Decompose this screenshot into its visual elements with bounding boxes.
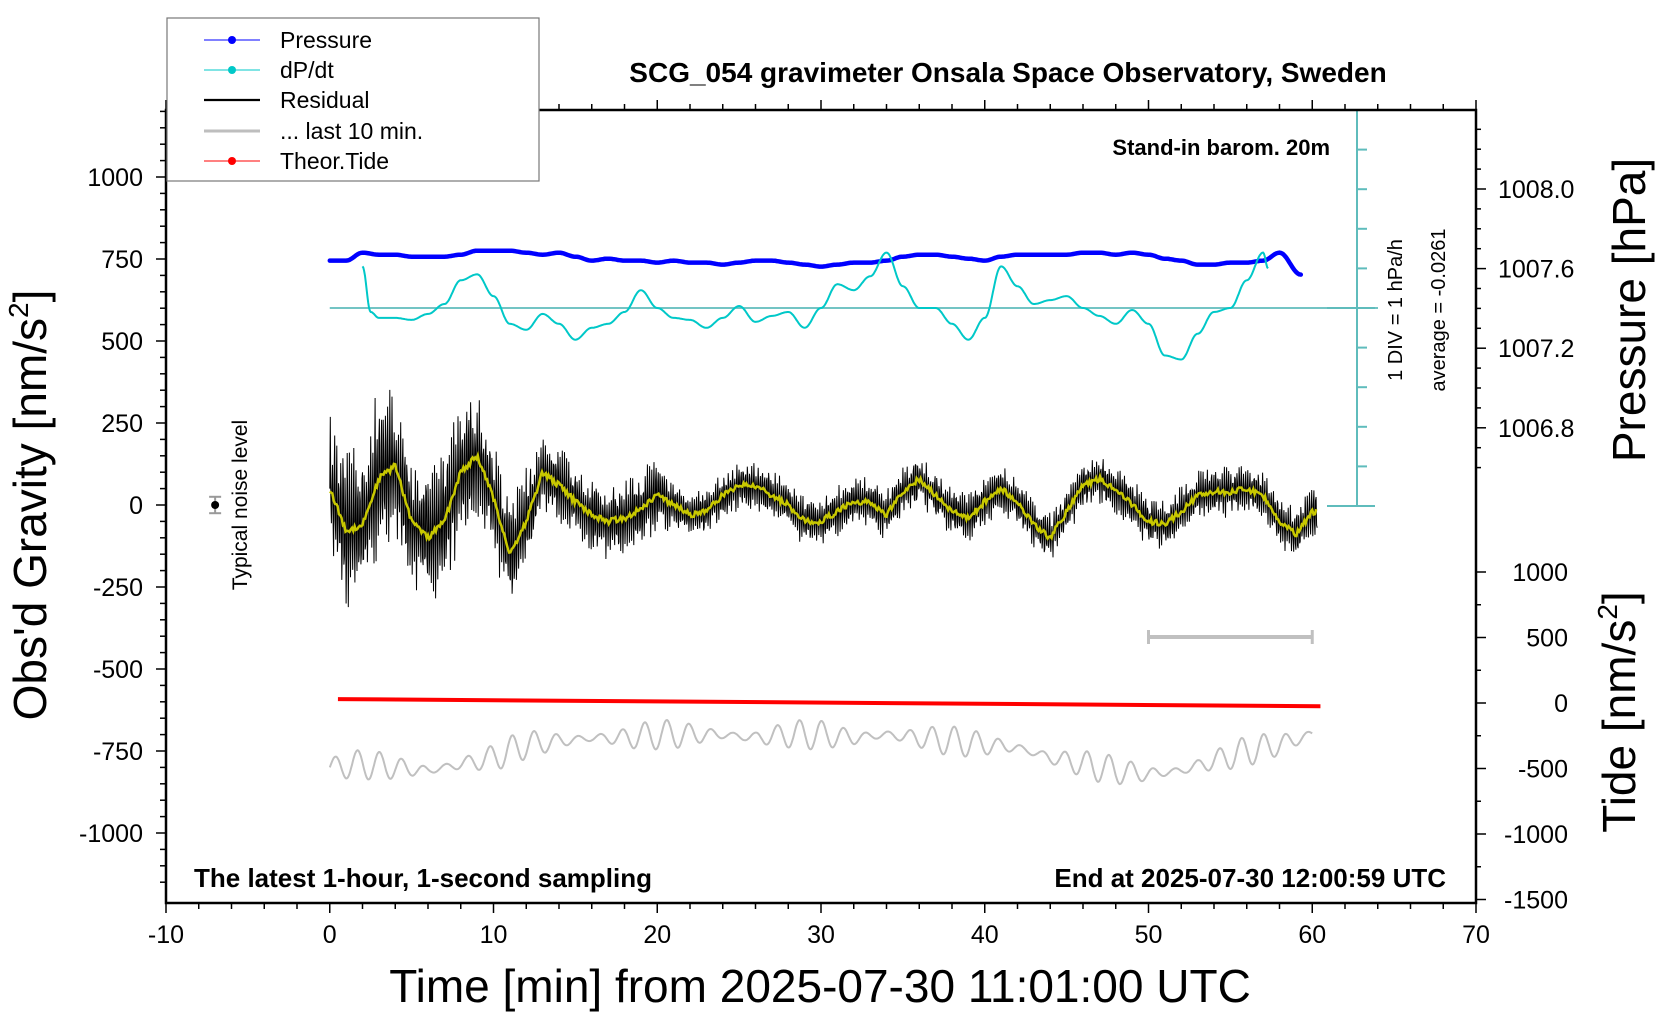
y-pressure-tick-label: 1006.8: [1498, 415, 1574, 443]
y-left-tick-label: 750: [101, 246, 143, 274]
x-tick-label: 20: [643, 921, 671, 949]
dpdt-scale-label: 1 DIV = 1 hPa/h: [1385, 239, 1407, 381]
y-left-tick-label: 250: [101, 410, 143, 438]
footer-left: The latest 1-hour, 1-second sampling: [194, 863, 652, 893]
plot-layer: [209, 109, 1378, 786]
y-left-title-end: ]: [4, 290, 56, 303]
y-left-tick-label: -250: [93, 574, 143, 602]
y-left-tick-label: -750: [93, 738, 143, 766]
tide-title-sup: 2: [1592, 604, 1623, 620]
y-left-tick-label: 500: [101, 328, 143, 356]
x-tick-label: 70: [1462, 921, 1490, 949]
y-tide-tick-label: 500: [1526, 625, 1568, 653]
axes-layer: -10 0 10 20 30 40 50 60 70 1000 750 500 250 0 -250 -500…: [79, 100, 1574, 949]
legend-entries: Pressure dP/dt Residual ... last 10 min. The…: [204, 27, 423, 174]
y-left-title-sup: 2: [3, 302, 34, 318]
y-tide-tick-label: -1000: [1504, 821, 1568, 849]
y-tide-tick-label: -500: [1518, 756, 1568, 784]
dpdt-line: [361, 251, 1269, 361]
y-tide-tick-label: 0: [1554, 690, 1568, 718]
y-axis-pressure-title: Pressure [hPa]: [1603, 158, 1655, 462]
tide-line: [337, 697, 1321, 709]
x-tick-label: -10: [148, 921, 184, 949]
y-left-tick-label: 1000: [87, 164, 143, 192]
legend-swatch-dot: [228, 157, 236, 165]
legend-swatch-dot: [228, 66, 236, 74]
x-tick-label: 10: [480, 921, 508, 949]
legend-swatch-dot: [228, 36, 236, 44]
y-axis-tide-title: Tide [nm/s2]: [1592, 591, 1645, 832]
x-axis-title: Time [min] from 2025-07-30 11:01:00 UTC: [389, 960, 1251, 1012]
y-left-tick-label: -1000: [79, 820, 143, 848]
noise-level-dot: [211, 501, 220, 509]
x-tick-label: 60: [1298, 921, 1326, 949]
y-pressure-tick-label: 1007.2: [1498, 335, 1574, 363]
legend-label: ... last 10 min.: [280, 118, 423, 144]
y-left-title-text: Obs'd Gravity [nm/s: [4, 318, 56, 720]
residual-smoothed-line: [328, 450, 1318, 555]
pressure-line: [327, 248, 1304, 277]
y-tide-tick-label: -1500: [1504, 887, 1568, 915]
legend: Pressure dP/dt Residual ... last 10 min. The…: [166, 17, 540, 182]
legend-label: dP/dt: [280, 57, 334, 83]
y-pressure-tick-label: 1008.0: [1498, 176, 1574, 204]
legend-label: Pressure: [280, 27, 372, 53]
footer-right: End at 2025-07-30 12:00:59 UTC: [1054, 863, 1446, 893]
x-tick-label: 40: [971, 921, 999, 949]
residual-line: [329, 389, 1318, 608]
last10-line: [328, 719, 1313, 786]
y-tide-tick-label: 1000: [1512, 559, 1568, 587]
dpdt-average-label: average = -0.0261: [1428, 229, 1450, 392]
y-left-tick-label: -500: [93, 656, 143, 684]
noise-label: Typical noise level: [229, 420, 252, 590]
chart-title: SCG_054 gravimeter Onsala Space Observat…: [629, 57, 1386, 88]
legend-label: Residual: [280, 87, 370, 113]
barometer-note: Stand-in barom. 20m: [1112, 135, 1330, 160]
x-tick-label: 30: [807, 921, 835, 949]
tide-title-text: Tide [nm/s: [1593, 620, 1645, 833]
y-pressure-tick-label: 1007.6: [1498, 256, 1574, 284]
legend-label: Theor.Tide: [280, 148, 389, 174]
y-left-tick-label: 0: [129, 492, 143, 520]
x-tick-label: 50: [1135, 921, 1163, 949]
x-tick-label: 0: [323, 921, 337, 949]
tide-title-end: ]: [1593, 591, 1645, 604]
y-axis-left-title: Obs'd Gravity [nm/s2]: [3, 290, 56, 721]
